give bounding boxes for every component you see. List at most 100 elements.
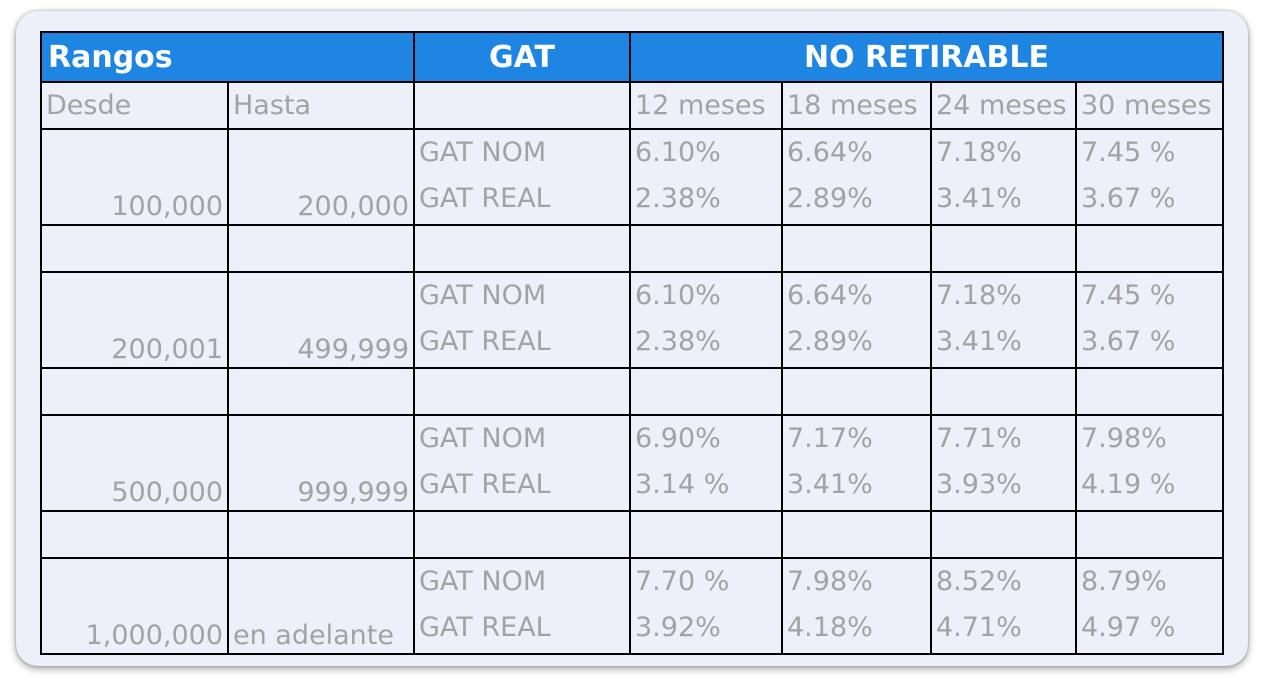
term-header-18: 18 meses xyxy=(781,81,932,130)
gat-real-label: GAT REAL xyxy=(419,183,551,214)
rate-cell: 7.18% 3.41% xyxy=(930,271,1077,369)
gat-nom-label: GAT NOM xyxy=(419,280,547,311)
rate-cell: 6.64% 2.89% xyxy=(781,271,932,369)
gat-real-value: 3.92% xyxy=(635,612,721,643)
rate-cell: 7.18% 3.41% xyxy=(930,128,1077,226)
gat-real-value: 3.41% xyxy=(936,326,1022,357)
no-retirable-header: NO RETIRABLE xyxy=(628,31,1225,83)
gat-nom-value: 6.64% xyxy=(787,137,873,168)
gat-nom-value: 7.18% xyxy=(936,280,1022,311)
gat-nom-value: 7.45 % xyxy=(1081,137,1176,168)
range-desde-cell: 200,001 xyxy=(40,271,229,369)
empty-cell xyxy=(413,367,631,416)
empty-cell xyxy=(1074,224,1225,273)
gat-nom-label: GAT NOM xyxy=(419,423,547,454)
empty-cell xyxy=(930,510,1077,559)
gat-real-value: 2.89% xyxy=(787,183,873,214)
spacer-row xyxy=(40,367,1225,416)
rate-cell: 8.79% 4.97 % xyxy=(1074,557,1225,655)
empty-cell xyxy=(40,367,229,416)
range-desde-cell: 1,000,000 xyxy=(40,557,229,655)
gat-nom-value: 7.70 % xyxy=(635,566,730,597)
empty-cell xyxy=(413,510,631,559)
empty-cell xyxy=(40,224,229,273)
rate-cell: 7.71% 3.93% xyxy=(930,414,1077,512)
gat-nom-label: GAT NOM xyxy=(419,137,547,168)
rate-cell: 6.10% 2.38% xyxy=(629,128,783,226)
term-header-12: 12 meses xyxy=(629,81,783,130)
gat-nom-label: GAT NOM xyxy=(419,566,547,597)
range-row: 200,001 499,999 GAT NOM GAT REAL 6.10% 2.38% 6… xyxy=(40,271,1225,369)
gat-nom-value: 7.98% xyxy=(787,566,873,597)
gat-real-value: 2.38% xyxy=(635,326,721,357)
spacer-row xyxy=(40,224,1225,273)
rate-cell: 7.17% 3.41% xyxy=(781,414,932,512)
gat-nom-value: 8.79% xyxy=(1081,566,1167,597)
gat-nom-value: 6.10% xyxy=(635,137,721,168)
empty-cell xyxy=(781,224,932,273)
empty-cell xyxy=(781,367,932,416)
gat-nom-value: 6.10% xyxy=(635,280,721,311)
gat-real-value: 3.41% xyxy=(787,469,873,500)
gat-type-cell: GAT NOM GAT REAL xyxy=(413,557,631,655)
gat-real-value: 4.18% xyxy=(787,612,873,643)
gat-real-label: GAT REAL xyxy=(419,612,551,643)
gat-real-value: 4.97 % xyxy=(1081,612,1176,643)
gat-real-value: 4.19 % xyxy=(1081,469,1176,500)
rate-cell: 7.98% 4.19 % xyxy=(1074,414,1225,512)
empty-cell xyxy=(1074,367,1225,416)
gat-real-value: 3.67 % xyxy=(1081,183,1176,214)
subheader-row: Desde Hasta 12 meses 18 meses 24 meses 3… xyxy=(40,81,1225,130)
gat-real-label: GAT REAL xyxy=(419,326,551,357)
gat-real-value: 2.89% xyxy=(787,326,873,357)
gat-real-value: 3.14 % xyxy=(635,469,730,500)
empty-cell xyxy=(781,510,932,559)
gat-real-value: 2.38% xyxy=(635,183,721,214)
gat-nom-value: 6.64% xyxy=(787,280,873,311)
empty-cell xyxy=(930,224,1077,273)
gat-real-value: 3.93% xyxy=(936,469,1022,500)
gat-type-cell: GAT NOM GAT REAL xyxy=(413,128,631,226)
hasta-header: Hasta xyxy=(227,81,415,130)
gat-real-value: 3.41% xyxy=(936,183,1022,214)
range-hasta-cell: 499,999 xyxy=(227,271,415,369)
gat-type-cell: GAT NOM GAT REAL xyxy=(413,271,631,369)
empty-cell xyxy=(227,510,415,559)
gat-nom-value: 7.18% xyxy=(936,137,1022,168)
term-header-30: 30 meses xyxy=(1074,81,1225,130)
rate-cell: 7.45 % 3.67 % xyxy=(1074,128,1225,226)
rate-cell: 6.64% 2.89% xyxy=(781,128,932,226)
rate-cell: 7.70 % 3.92% xyxy=(629,557,783,655)
range-desde-cell: 500,000 xyxy=(40,414,229,512)
gat-nom-value: 7.71% xyxy=(936,423,1022,454)
empty-cell xyxy=(629,510,783,559)
gat-header: GAT xyxy=(413,31,631,83)
gat-real-value: 3.67 % xyxy=(1081,326,1176,357)
gat-nom-value: 7.45 % xyxy=(1081,280,1176,311)
rate-cell: 6.90% 3.14 % xyxy=(629,414,783,512)
rate-cell: 7.98% 4.18% xyxy=(781,557,932,655)
range-row: 100,000 200,000 GAT NOM GAT REAL 6.10% 2.38% 6… xyxy=(40,128,1225,226)
term-header-24: 24 meses xyxy=(930,81,1077,130)
rate-cell: 8.52% 4.71% xyxy=(930,557,1077,655)
rate-cell: 7.45 % 3.67 % xyxy=(1074,271,1225,369)
gat-type-header-empty xyxy=(413,81,631,130)
spacer-row xyxy=(40,510,1225,559)
empty-cell xyxy=(1074,510,1225,559)
range-hasta-cell: 999,999 xyxy=(227,414,415,512)
title-row: Rangos GAT NO RETIRABLE xyxy=(40,31,1225,83)
empty-cell xyxy=(227,224,415,273)
rates-table: Rangos GAT NO RETIRABLE Desde Hasta 12 m… xyxy=(40,31,1225,655)
range-hasta-cell: 200,000 xyxy=(227,128,415,226)
rangos-header: Rangos xyxy=(40,31,415,83)
range-hasta-cell: en adelante xyxy=(227,557,415,655)
empty-cell xyxy=(629,224,783,273)
desde-header: Desde xyxy=(40,81,229,130)
range-desde-cell: 100,000 xyxy=(40,128,229,226)
gat-nom-value: 7.98% xyxy=(1081,423,1167,454)
gat-real-label: GAT REAL xyxy=(419,469,551,500)
range-row: 500,000 999,999 GAT NOM GAT REAL 6.90% 3.14 %… xyxy=(40,414,1225,512)
range-row: 1,000,000 en adelante GAT NOM GAT REAL 7.70 … xyxy=(40,557,1225,655)
empty-cell xyxy=(413,224,631,273)
gat-nom-value: 7.17% xyxy=(787,423,873,454)
